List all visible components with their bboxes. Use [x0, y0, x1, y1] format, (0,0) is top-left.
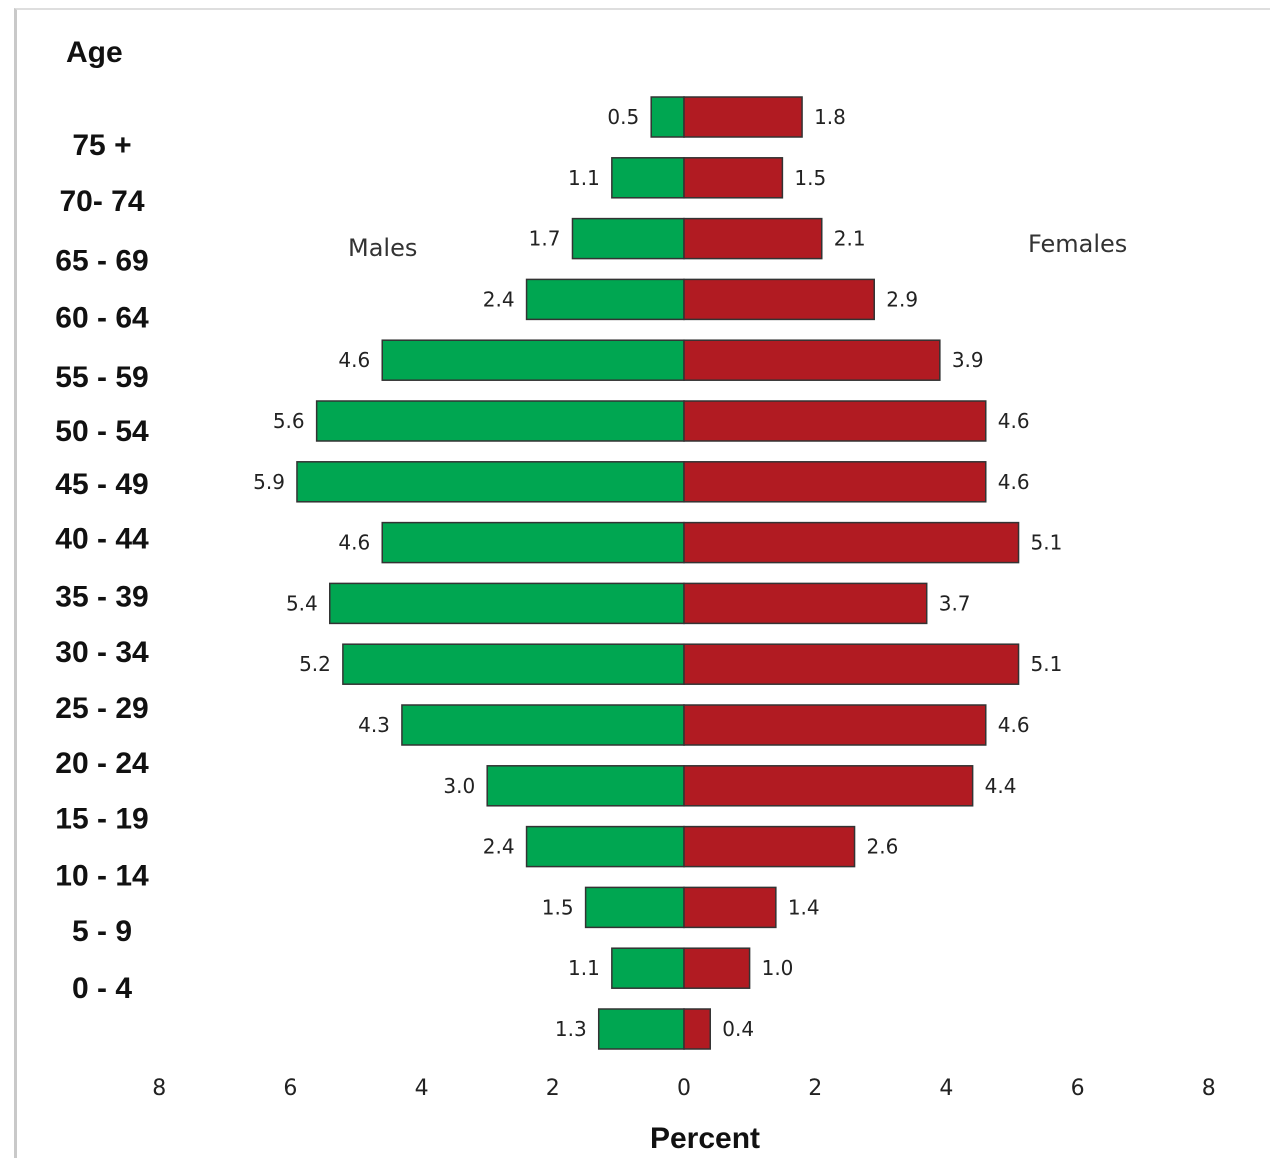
female-value-label: 3.7: [939, 591, 971, 615]
female-bar: [683, 339, 941, 381]
male-value-label: 5.4: [286, 591, 318, 615]
female-value-label: 4.6: [998, 713, 1030, 737]
female-bar: [683, 400, 987, 442]
female-bar: [683, 582, 928, 625]
age-group-label: 35 - 39: [55, 580, 148, 613]
female-value-label: 0.4: [722, 1017, 754, 1041]
x-tick-label: 0: [677, 1076, 691, 1101]
female-value-label: 2.1: [834, 227, 866, 251]
x-tick-label: 4: [415, 1076, 429, 1101]
male-value-label: 1.5: [542, 895, 574, 919]
x-tick-label: 2: [808, 1076, 822, 1101]
age-group-label: 65 - 69: [55, 245, 148, 278]
y-axis-title: Age: [66, 36, 123, 69]
male-value-label: 5.6: [273, 409, 305, 433]
female-value-label: 1.8: [814, 105, 846, 129]
male-value-label: 0.5: [607, 105, 639, 129]
x-axis-title: Percent: [650, 1122, 760, 1155]
male-value-label: 2.4: [483, 287, 515, 311]
male-value-label: 1.3: [555, 1017, 587, 1041]
female-bar: [683, 886, 777, 929]
age-group-label: 60 - 64: [55, 301, 149, 334]
female-value-label: 4.4: [985, 774, 1017, 798]
x-tick-label: 6: [1071, 1076, 1085, 1101]
age-group-label: 55 - 59: [55, 361, 148, 394]
female-value-label: 1.5: [794, 166, 826, 190]
male-bar: [597, 1008, 685, 1050]
age-group-label: 70- 74: [59, 185, 144, 218]
age-group-label: 30 - 34: [55, 636, 149, 669]
male-bar: [584, 886, 685, 929]
female-bar: [683, 825, 856, 868]
x-tick-labels-group: 8 6 4 2 0 2 4 6 8: [152, 1076, 1216, 1101]
age-group-label: 25 - 29: [55, 692, 148, 725]
female-bar: [683, 278, 875, 321]
female-value-label: 2.6: [867, 835, 899, 859]
female-bar: [683, 461, 987, 503]
male-value-label: 4.6: [338, 531, 370, 555]
male-bar: [525, 825, 685, 868]
female-value-label: 4.6: [998, 470, 1030, 494]
male-bar: [650, 96, 685, 138]
x-tick-label: 8: [1202, 1076, 1216, 1101]
male-bar: [381, 339, 685, 381]
females-series-label: Females: [1028, 230, 1127, 258]
female-value-label: 2.9: [886, 287, 918, 311]
male-value-label: 2.4: [483, 835, 515, 859]
male-value-label: 3.0: [443, 774, 475, 798]
male-bar: [611, 947, 685, 989]
female-value-label: 1.0: [762, 956, 794, 980]
male-value-label: 4.6: [338, 348, 370, 372]
female-bar: [683, 157, 784, 199]
female-bar: [683, 947, 751, 989]
age-group-label: 15 - 19: [55, 803, 148, 836]
female-bar: [683, 643, 1020, 685]
male-value-label: 1.7: [529, 227, 561, 251]
male-bar: [329, 582, 685, 625]
female-bar: [683, 704, 987, 746]
female-value-label: 1.4: [788, 895, 820, 919]
age-group-label: 10 - 14: [55, 859, 149, 892]
x-tick-label: 4: [939, 1076, 953, 1101]
age-labels-group: 75 + 70- 74 65 - 69 60 - 64 55 - 59 50 - 54 45…: [55, 129, 149, 1005]
male-value-label: 1.1: [568, 956, 600, 980]
female-bar: [683, 521, 1020, 564]
female-bar: [683, 217, 823, 260]
female-bar: [683, 1008, 711, 1050]
age-group-label: 75 +: [72, 129, 131, 162]
female-bar: [683, 96, 803, 138]
female-value-label: 4.6: [998, 409, 1030, 433]
age-group-label: 0 - 4: [72, 972, 132, 1005]
male-bar: [381, 521, 685, 564]
age-group-label: 5 - 9: [72, 915, 132, 948]
male-value-label: 1.1: [568, 166, 600, 190]
male-bar: [315, 400, 685, 442]
chart-frame: [14, 8, 1270, 1158]
male-bar: [296, 461, 685, 503]
male-bar: [401, 704, 685, 746]
male-bar: [611, 157, 685, 199]
x-tick-label: 6: [283, 1076, 297, 1101]
female-value-label: 5.1: [1031, 652, 1063, 676]
male-bar: [571, 217, 685, 260]
age-group-label: 20 - 24: [55, 747, 149, 780]
male-bar: [342, 643, 685, 685]
male-bar: [486, 765, 685, 807]
age-group-label: 50 - 54: [55, 415, 149, 448]
males-series-label: Males: [348, 234, 417, 262]
male-value-label: 5.2: [299, 652, 331, 676]
age-group-label: 45 - 49: [55, 468, 148, 501]
bars-group: 0.5 1.8 1.1 1.5 1.7 2.1 2.4 2.9 4.6 3.9 5.6 4.6 5.9 4…: [253, 96, 1063, 1050]
female-value-label: 3.9: [952, 348, 984, 372]
age-group-label: 40 - 44: [55, 523, 149, 556]
female-bar: [683, 765, 974, 807]
male-value-label: 4.3: [358, 713, 390, 737]
male-bar: [525, 278, 685, 321]
x-tick-label: 8: [152, 1076, 166, 1101]
male-value-label: 5.9: [253, 470, 285, 494]
female-value-label: 5.1: [1031, 531, 1063, 555]
x-tick-label: 2: [546, 1076, 560, 1101]
